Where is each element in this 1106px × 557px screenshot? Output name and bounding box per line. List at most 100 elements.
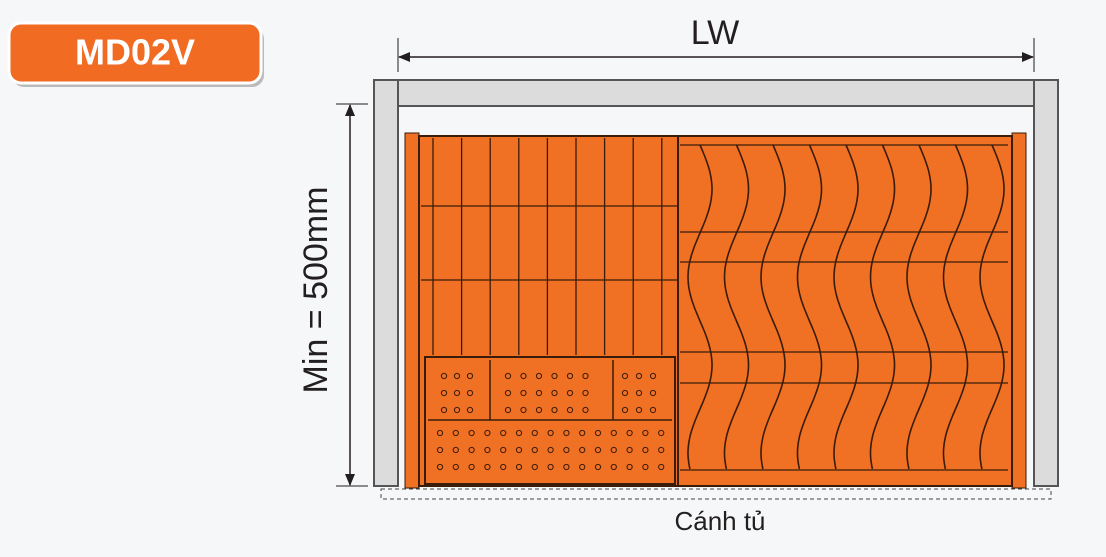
hole <box>468 446 475 454</box>
hole <box>626 446 633 454</box>
hole <box>520 389 527 397</box>
hole <box>658 446 665 454</box>
wave-divider <box>833 144 859 470</box>
hole <box>440 406 448 414</box>
hole <box>594 446 602 454</box>
height-label: Min = 500mm <box>297 187 335 394</box>
badge <box>7 21 263 85</box>
hole <box>582 406 589 414</box>
hole <box>649 372 657 380</box>
badge-label: MD02V <box>75 32 195 73</box>
hole <box>520 372 527 380</box>
hole <box>535 389 543 397</box>
hole <box>621 406 629 414</box>
hole <box>547 463 554 471</box>
hole <box>468 429 475 437</box>
hole <box>579 429 586 437</box>
hole <box>551 389 558 397</box>
hole <box>547 429 554 437</box>
hole <box>504 406 512 414</box>
drawer-side <box>1011 132 1027 489</box>
wave-divider <box>906 144 932 470</box>
cabinet-side <box>373 79 399 487</box>
hole <box>440 372 448 380</box>
hole <box>642 446 649 454</box>
hole <box>642 429 649 437</box>
wave-divider <box>760 144 786 470</box>
wave-divider <box>723 144 750 470</box>
hole <box>504 389 512 397</box>
hole <box>610 429 617 437</box>
hole <box>610 446 617 454</box>
hole <box>531 463 538 471</box>
hole <box>582 372 589 380</box>
hole <box>452 446 459 454</box>
hole <box>500 463 507 471</box>
hole <box>531 446 538 454</box>
hole <box>566 372 574 380</box>
hole <box>452 463 459 471</box>
hole <box>610 463 617 471</box>
hole <box>635 389 643 397</box>
drawer-side <box>404 132 420 489</box>
hole <box>563 463 570 471</box>
drawer-pattern <box>421 138 1008 471</box>
hole <box>626 429 633 437</box>
cabinet-top <box>373 79 1059 107</box>
hole <box>551 372 558 380</box>
hole <box>440 389 448 397</box>
wave-divider <box>869 144 896 470</box>
hole <box>515 446 523 454</box>
hole <box>566 406 574 414</box>
hole <box>436 446 444 454</box>
cabinet-side <box>1033 79 1059 487</box>
hole <box>436 463 444 471</box>
hole <box>594 463 602 471</box>
hole <box>484 429 491 437</box>
hole <box>563 446 570 454</box>
hole <box>635 372 643 380</box>
hole <box>621 372 629 380</box>
door-outline <box>380 488 1052 500</box>
hole <box>466 389 474 397</box>
hole <box>535 406 543 414</box>
wave-divider <box>979 144 1005 470</box>
hole <box>484 446 491 454</box>
hole <box>649 389 657 397</box>
hole <box>452 429 459 437</box>
hole <box>579 446 586 454</box>
hole <box>500 446 507 454</box>
wave-divider <box>942 144 969 470</box>
hole <box>520 406 527 414</box>
hole <box>635 406 643 414</box>
hole <box>547 446 554 454</box>
wave-divider <box>687 144 713 470</box>
hole <box>535 372 543 380</box>
hole <box>468 463 475 471</box>
hole <box>515 429 523 437</box>
width-label: LW <box>691 14 739 52</box>
hole <box>500 429 507 437</box>
hole <box>453 389 461 397</box>
hole <box>566 389 574 397</box>
hole <box>484 463 491 471</box>
hole <box>658 429 665 437</box>
hole <box>453 406 461 414</box>
hole <box>582 389 589 397</box>
hole <box>436 429 444 437</box>
hole <box>466 406 474 414</box>
hole <box>551 406 558 414</box>
hole <box>658 463 665 471</box>
hole <box>594 429 602 437</box>
door-label: Cánh tủ <box>674 506 765 536</box>
hole <box>649 406 657 414</box>
hole <box>531 429 538 437</box>
hole <box>563 429 570 437</box>
wave-divider <box>796 144 823 470</box>
hole <box>626 463 633 471</box>
hole <box>466 372 474 380</box>
hole <box>621 389 629 397</box>
hole <box>515 463 523 471</box>
